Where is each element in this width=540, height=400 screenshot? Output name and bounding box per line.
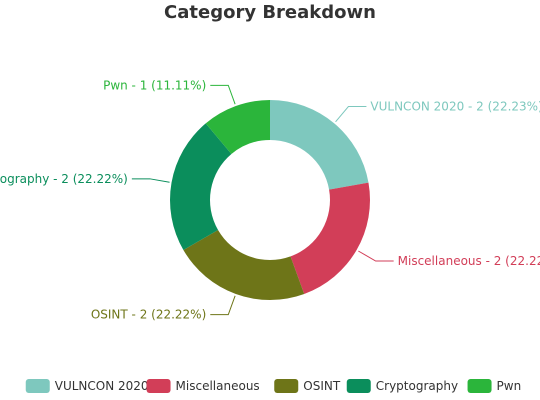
legend-item-cryptography[interactable]: Cryptography (346, 379, 458, 393)
callout-line-osint (210, 295, 236, 316)
slice-cryptography[interactable] (170, 123, 232, 250)
legend-swatch-osint (274, 379, 299, 393)
slice-pwn[interactable] (205, 100, 270, 155)
legend-swatch-cryptography (346, 379, 371, 393)
slice-vulncon-2020[interactable] (270, 100, 369, 190)
legend-swatch-vulncon-2020 (25, 379, 50, 393)
legend-item-miscellaneous[interactable]: Miscellaneous (146, 379, 260, 393)
legend-swatch-miscellaneous (146, 379, 171, 393)
callout-line-cryptography (131, 178, 170, 183)
callout-line-vulncon-2020 (335, 106, 367, 123)
legend-label-pwn: Pwn (497, 379, 522, 393)
legend-item-pwn[interactable]: Pwn (467, 379, 522, 393)
callout-line-miscellaneous (358, 250, 394, 262)
legend-label-miscellaneous: Miscellaneous (176, 379, 260, 393)
legend-item-osint[interactable]: OSINT (274, 379, 341, 393)
slice-miscellaneous[interactable] (290, 182, 370, 294)
chart-legend: VULNCON 2020 Miscellaneous OSINT Cryptograp… (25, 379, 522, 393)
legend-label-vulncon-2020: VULNCON 2020 (55, 379, 149, 393)
legend-swatch-pwn (467, 379, 492, 393)
callout-label-osint: OSINT - 2 (22.22%) (91, 308, 206, 322)
slice-callouts: VULNCON 2020 - 2 (22.23%) Miscellaneous -… (0, 78, 540, 321)
callout-label-pwn: Pwn - 1 (11.11%) (103, 78, 206, 92)
slice-osint[interactable] (183, 230, 305, 300)
callout-label-miscellaneous: Miscellaneous - 2 (22.22%) (398, 254, 540, 268)
legend-label-osint: OSINT (303, 379, 341, 393)
legend-item-vulncon-2020[interactable]: VULNCON 2020 (25, 379, 149, 393)
chart-title: Category Breakdown (164, 2, 376, 23)
callout-label-vulncon-2020: VULNCON 2020 - 2 (22.23%) (370, 100, 540, 114)
donut-slices (170, 100, 370, 300)
callout-label-cryptography: Cryptography - 2 (22.22%) (0, 172, 128, 186)
legend-label-cryptography: Cryptography (376, 379, 458, 393)
callout-line-pwn (210, 84, 236, 105)
